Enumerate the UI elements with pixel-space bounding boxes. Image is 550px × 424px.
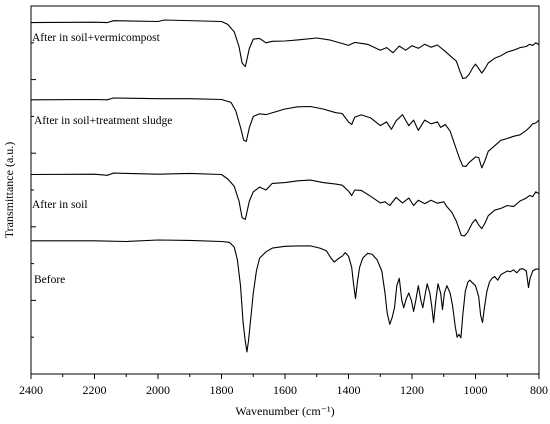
- spectra-series: [30, 19, 540, 353]
- x-tick-label: 1400: [337, 383, 361, 397]
- series-label: Before: [34, 274, 65, 286]
- series-label: After in soil+vermicompost: [32, 32, 161, 44]
- x-tick-label: 1800: [210, 383, 234, 397]
- x-axis-title: Wavenumber (cm⁻¹): [235, 404, 334, 418]
- series-line: [30, 97, 540, 169]
- series-label: After in soil: [32, 199, 88, 211]
- x-tick-label: 1200: [400, 383, 424, 397]
- series-line: [31, 239, 539, 353]
- x-tick-label: 2400: [19, 383, 43, 397]
- x-tick-label: 1000: [464, 383, 488, 397]
- series-line: [30, 19, 540, 80]
- x-tick-label: 800: [530, 383, 548, 397]
- x-tick-label: 1600: [273, 383, 297, 397]
- x-tick-label: 2200: [83, 383, 107, 397]
- y-axis-title: Transmittance (a.u.): [2, 142, 16, 239]
- x-tick-label: 2000: [146, 383, 170, 397]
- series-label: After in soil+treatment sludge: [34, 115, 172, 127]
- axis-ticks: 2400 2200 2000 1800 1600 1400 1200 1000 800: [19, 5, 548, 397]
- series-labels: After in soil+vermicompost After in soil+…: [32, 32, 172, 286]
- series-line: [30, 172, 540, 237]
